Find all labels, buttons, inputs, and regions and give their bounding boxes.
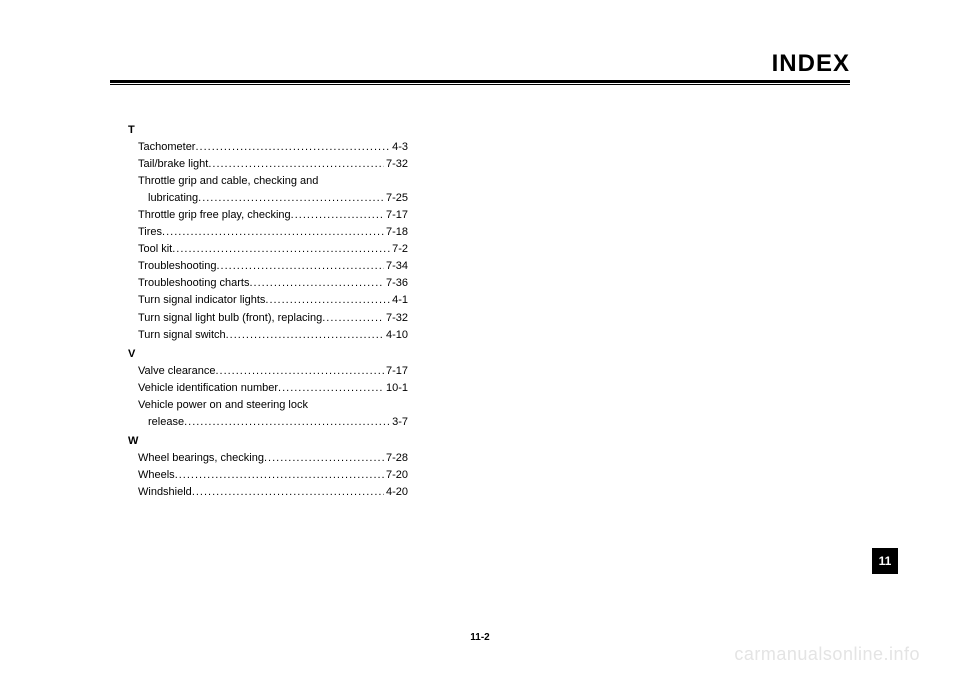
index-entry: Valve clearance 7-17 — [128, 363, 408, 380]
index-entry-page: 4-20 — [384, 484, 408, 501]
index-entry: lubricating 7-25 — [128, 190, 408, 207]
leader-dots — [216, 258, 383, 275]
leader-dots — [322, 310, 384, 327]
leader-dots — [162, 224, 384, 241]
index-entry: Turn signal indicator lights 4-1 — [128, 292, 408, 309]
index-entry-label: Turn signal indicator lights — [138, 292, 265, 309]
page-title: INDEX — [772, 50, 850, 78]
header-rule-thick — [110, 80, 850, 83]
index-content: TTachometer 4-3 Tail/brake light 7-32 Thrott… — [128, 120, 408, 501]
index-entry-label: Turn signal switch — [138, 327, 226, 344]
page: INDEX TTachometer 4-3 Tail/brake light 7-32… — [0, 0, 960, 679]
leader-dots — [184, 414, 390, 431]
index-section-letter: T — [128, 122, 408, 139]
index-entry-label: Wheel bearings, checking — [138, 450, 264, 467]
index-entry-page: 7-25 — [384, 190, 408, 207]
index-entry: Wheels 7-20 — [128, 467, 408, 484]
page-number: 11-2 — [0, 632, 960, 643]
index-entry-page: 7-32 — [384, 310, 408, 327]
index-entry-label: Tail/brake light — [138, 156, 208, 173]
index-entry-page: 4-1 — [390, 292, 408, 309]
leader-dots — [215, 363, 384, 380]
index-entry: Vehicle power on and steering lock — [128, 397, 408, 414]
index-entry-label: Windshield — [138, 484, 192, 501]
index-entry: Troubleshooting charts 7-36 — [128, 275, 408, 292]
leader-dots — [264, 450, 384, 467]
leader-dots — [250, 275, 384, 292]
index-entry-page: 7-18 — [384, 224, 408, 241]
index-entry: Vehicle identification number 10-1 — [128, 380, 408, 397]
index-entry-label: Tool kit — [138, 241, 172, 258]
leader-dots — [226, 327, 384, 344]
index-entry-label: release — [148, 414, 184, 431]
leader-dots — [278, 380, 384, 397]
index-entry-label: Tachometer — [138, 139, 195, 156]
index-entry: Windshield 4-20 — [128, 484, 408, 501]
index-entry-label: Tires — [138, 224, 162, 241]
index-entry: Throttle grip free play, checking 7-17 — [128, 207, 408, 224]
index-entry-label: Turn signal light bulb (front), replacin… — [138, 310, 322, 327]
watermark: carmanualsonline.info — [734, 644, 920, 665]
index-entry-page: 7-34 — [384, 258, 408, 275]
index-entry-label: Wheels — [138, 467, 175, 484]
index-entry: Troubleshooting 7-34 — [128, 258, 408, 275]
index-entry: Turn signal light bulb (front), replacin… — [128, 310, 408, 327]
chapter-tab: 11 — [872, 548, 898, 574]
index-entry: Tool kit 7-2 — [128, 241, 408, 258]
index-entry: Throttle grip and cable, checking and — [128, 173, 408, 190]
index-section-letter: W — [128, 433, 408, 450]
index-entry-label: Vehicle power on and steering lock — [138, 397, 308, 414]
index-entry-label: lubricating — [148, 190, 198, 207]
leader-dots — [265, 292, 390, 309]
index-entry-page: 7-28 — [384, 450, 408, 467]
index-entry: Tachometer 4-3 — [128, 139, 408, 156]
index-entry: Tail/brake light 7-32 — [128, 156, 408, 173]
leader-dots — [192, 484, 384, 501]
index-entry-page: 4-3 — [390, 139, 408, 156]
leader-dots — [208, 156, 384, 173]
index-entry: release 3-7 — [128, 414, 408, 431]
index-entry-label: Troubleshooting — [138, 258, 216, 275]
index-entry-label: Valve clearance — [138, 363, 215, 380]
index-entry-page: 7-32 — [384, 156, 408, 173]
leader-dots — [175, 467, 384, 484]
index-entry-page: 3-7 — [390, 414, 408, 431]
index-entry-page: 7-17 — [384, 207, 408, 224]
index-entry: Tires 7-18 — [128, 224, 408, 241]
index-entry-page: 7-17 — [384, 363, 408, 380]
index-entry-page: 4-10 — [384, 327, 408, 344]
index-entry-page: 7-36 — [384, 275, 408, 292]
index-section-letter: V — [128, 346, 408, 363]
index-entry: Wheel bearings, checking 7-28 — [128, 450, 408, 467]
leader-dots — [198, 190, 384, 207]
leader-dots — [172, 241, 390, 258]
index-entry-label: Throttle grip and cable, checking and — [138, 173, 318, 190]
header-rule-thin — [110, 84, 850, 85]
index-entry-label: Troubleshooting charts — [138, 275, 250, 292]
index-entry: Turn signal switch 4-10 — [128, 327, 408, 344]
index-entry-page: 7-20 — [384, 467, 408, 484]
index-entry-label: Throttle grip free play, checking — [138, 207, 291, 224]
index-entry-label: Vehicle identification number — [138, 380, 278, 397]
index-entry-page: 10-1 — [384, 380, 408, 397]
index-entry-page: 7-2 — [390, 241, 408, 258]
leader-dots — [291, 207, 384, 224]
leader-dots — [195, 139, 390, 156]
